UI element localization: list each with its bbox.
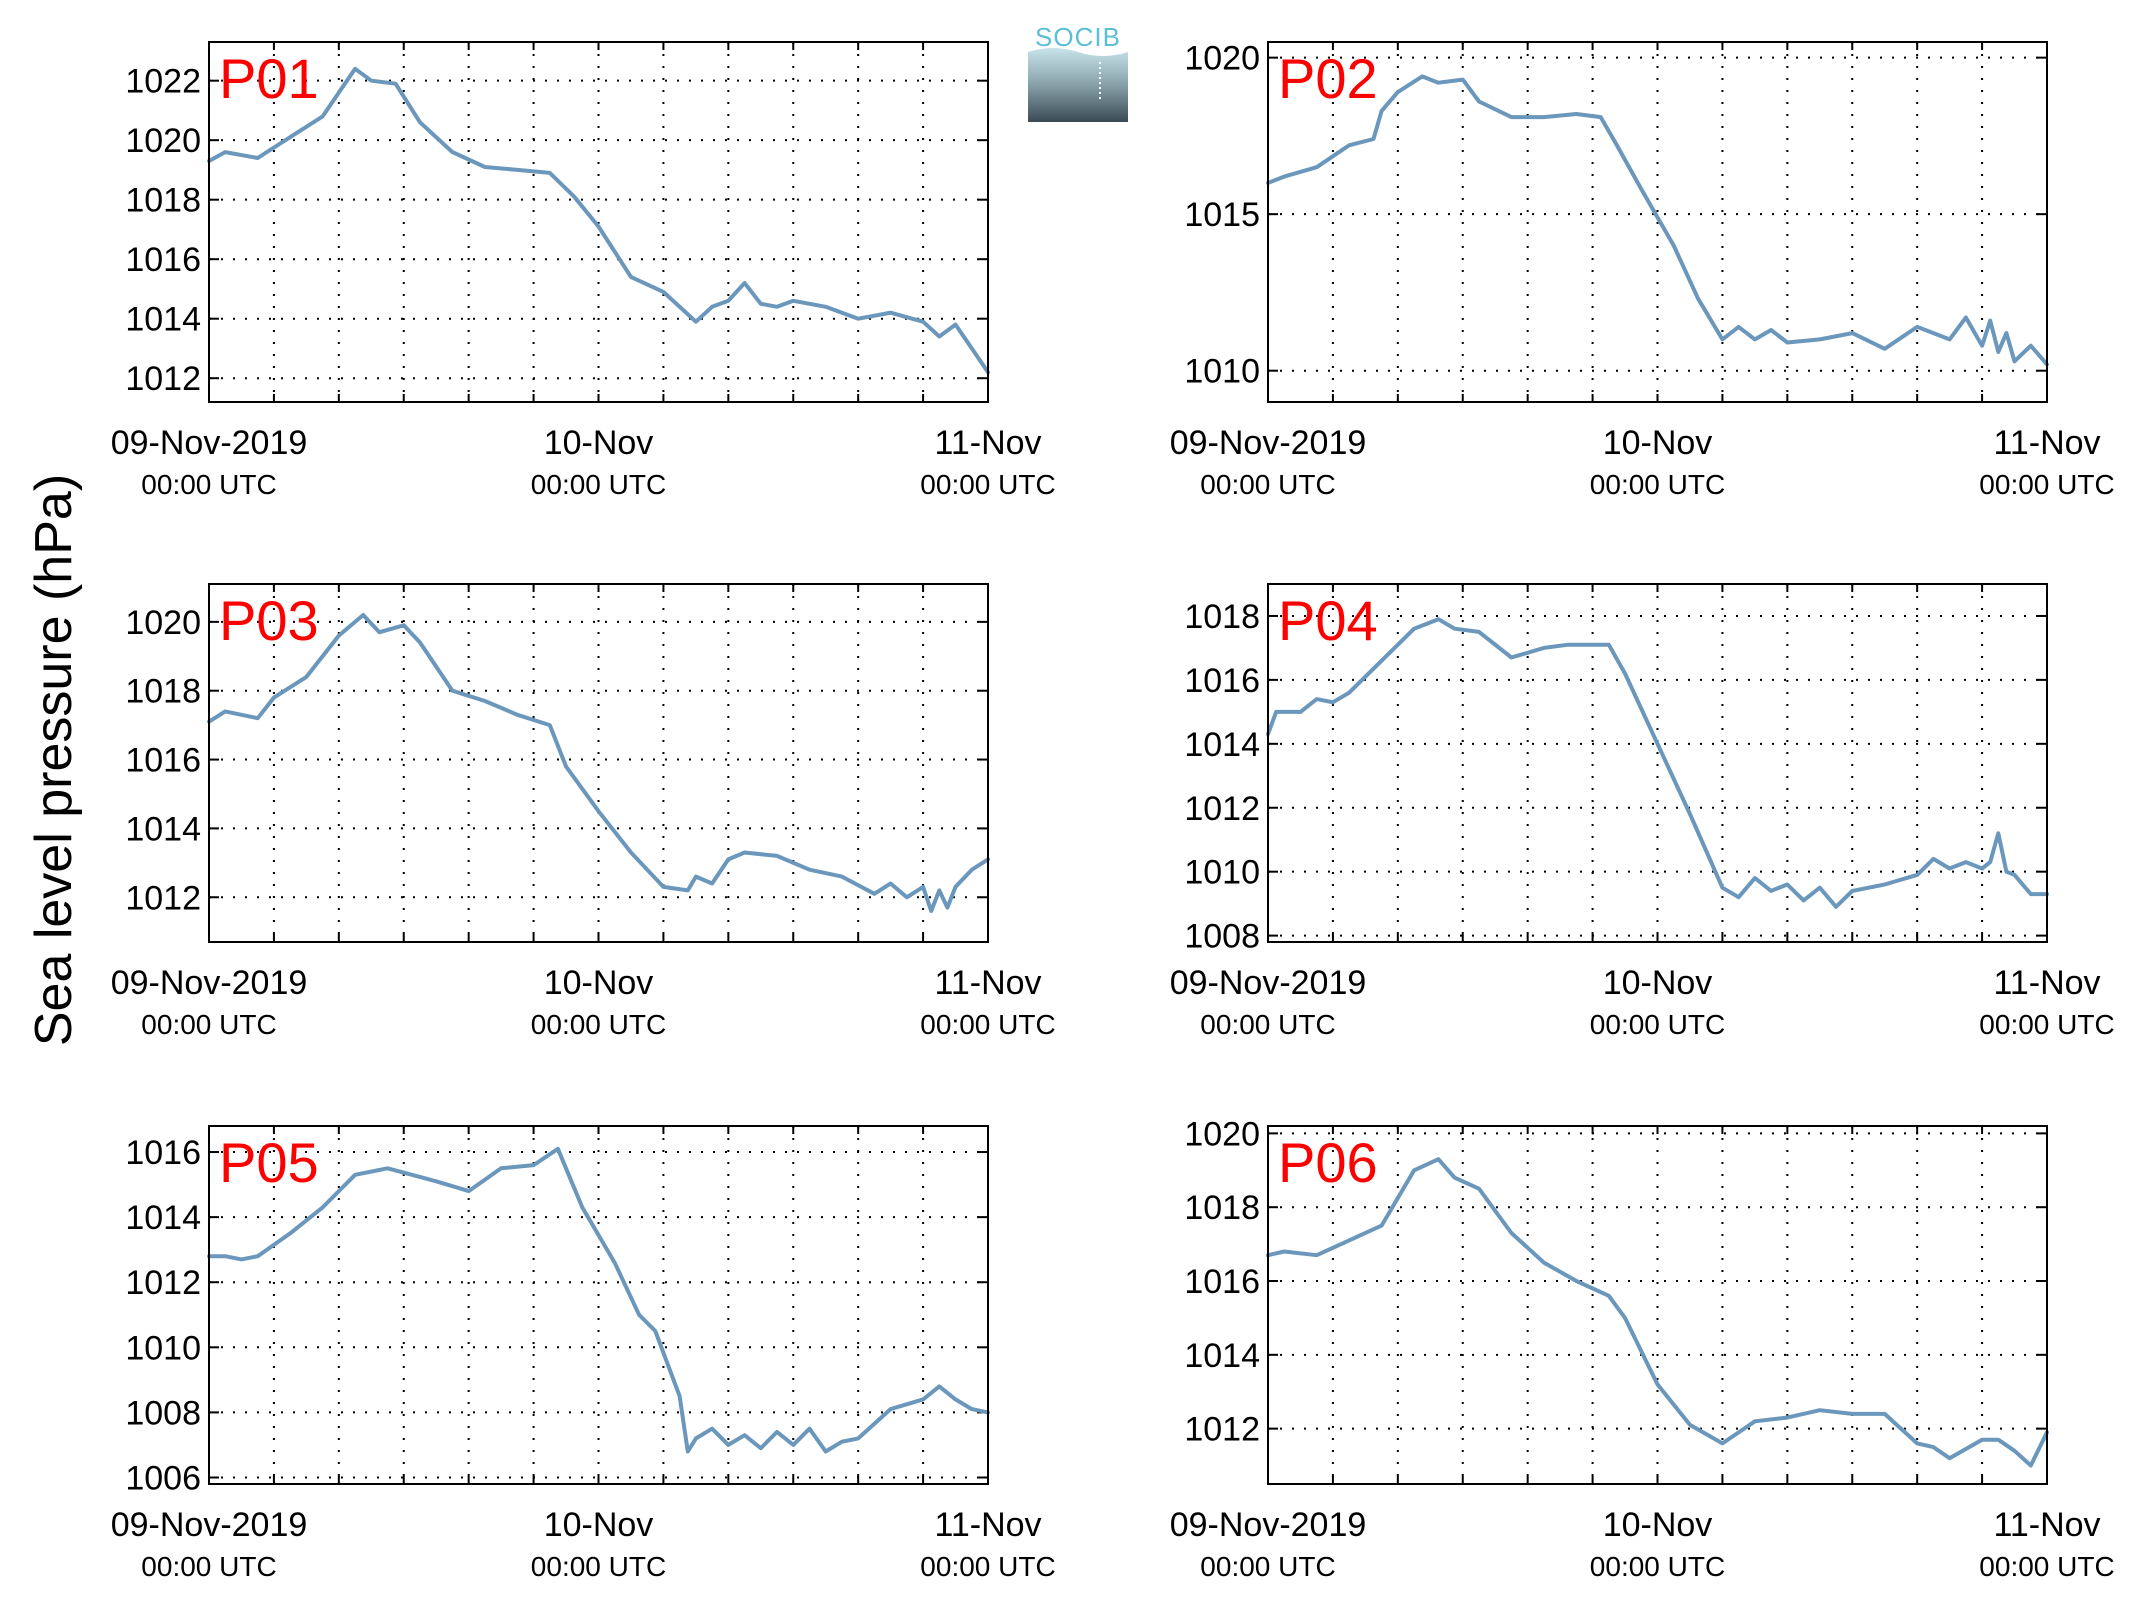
panel-label: P06 [1278, 1131, 1378, 1194]
x-tick-label-date: 10-Nov [1603, 964, 1713, 1002]
y-tick-label: 1016 [125, 241, 201, 279]
y-tick-label: 1020 [125, 122, 201, 160]
series-line [207, 613, 990, 913]
y-tick-label: 1012 [125, 360, 201, 398]
x-tick-label-time: 00:00 UTC [531, 1551, 666, 1582]
y-tick-label: 1022 [125, 63, 201, 101]
x-tick-label-date: 09-Nov-2019 [1170, 964, 1367, 1002]
y-tick-label: 1010 [1184, 353, 1260, 391]
y-tick-label: 1014 [1184, 726, 1260, 764]
x-tick-label-time: 00:00 UTC [141, 1551, 276, 1582]
y-tick-label: 1010 [125, 1329, 201, 1367]
x-tick-label-date: 11-Nov [934, 1506, 1041, 1544]
panel-label: P05 [219, 1131, 319, 1194]
x-tick-label-time: 00:00 UTC [1590, 1551, 1725, 1582]
y-tick-label: 1020 [1184, 40, 1260, 78]
socib-logo-graphic [1028, 48, 1128, 122]
x-tick-label-date: 11-Nov [934, 964, 1041, 1002]
y-tick-label: 1008 [125, 1394, 201, 1432]
y-tick-label: 1018 [1184, 598, 1260, 636]
x-tick-label-date: 11-Nov [1993, 424, 2100, 462]
y-tick-label: 1016 [125, 742, 201, 780]
series-line [207, 1146, 990, 1454]
y-tick-label: 1012 [1184, 1411, 1260, 1449]
x-tick-label-time: 00:00 UTC [920, 469, 1055, 500]
y-tick-label: 1014 [1184, 1337, 1260, 1375]
chart-panel-p03: 1012 1014 1016 1018 1020 09-Nov-2019 00:00 UTC… [111, 583, 1056, 1040]
chart-panel-p06: 1012 1014 1016 1018 1020 09-Nov-2019 00:00 UTC… [1170, 1115, 2115, 1582]
x-tick-label-date: 09-Nov-2019 [111, 964, 308, 1002]
axes-frame [208, 41, 989, 403]
y-tick-label: 1014 [125, 1199, 201, 1237]
socib-logo-text: SOCIB [1035, 22, 1121, 52]
x-tick-label-date: 10-Nov [544, 1506, 654, 1544]
x-tick-label-time: 00:00 UTC [920, 1009, 1055, 1040]
y-tick-label: 1016 [1184, 662, 1260, 700]
chart-panel-p01: 1012 1014 1016 1018 1020 1022 09-Nov-2019 00:00… [111, 41, 1056, 500]
x-tick-label-date: 10-Nov [1603, 1506, 1713, 1544]
x-tick-label-time: 00:00 UTC [1200, 1551, 1335, 1582]
panel-label: P01 [219, 47, 319, 110]
axes-frame [1267, 583, 2048, 943]
axes-frame [1267, 41, 2048, 403]
x-tick-label-time: 00:00 UTC [1979, 469, 2114, 500]
x-tick-label-date: 11-Nov [1993, 964, 2100, 1002]
x-tick-label-date: 10-Nov [1603, 424, 1713, 462]
socib-logo: SOCIB [1028, 22, 1128, 122]
y-tick-label: 1010 [1184, 854, 1260, 892]
x-tick-label-time: 00:00 UTC [1200, 469, 1335, 500]
panel-label: P03 [219, 589, 319, 652]
y-tick-label: 1016 [1184, 1263, 1260, 1301]
y-tick-label: 1018 [125, 182, 201, 220]
chart-panel-p04: 1008 1010 1012 1014 1016 1018 09-Nov-2019 00:00… [1170, 583, 2115, 1040]
x-tick-label-time: 00:00 UTC [1590, 469, 1725, 500]
x-tick-label-time: 00:00 UTC [1979, 1009, 2114, 1040]
y-tick-label: 1012 [125, 1264, 201, 1302]
y-tick-label: 1016 [125, 1134, 201, 1172]
x-tick-label-time: 00:00 UTC [531, 1009, 666, 1040]
y-tick-label: 1018 [1184, 1189, 1260, 1227]
panel-label: P04 [1278, 589, 1378, 652]
x-tick-label-date: 09-Nov-2019 [111, 424, 308, 462]
x-tick-label-time: 00:00 UTC [1200, 1009, 1335, 1040]
y-tick-label: 1012 [125, 879, 201, 917]
y-tick-label: 1020 [125, 604, 201, 642]
panel-label: P02 [1278, 47, 1378, 110]
x-tick-label-date: 09-Nov-2019 [1170, 1506, 1367, 1544]
y-tick-label: 1014 [125, 301, 201, 339]
axes-frame [208, 583, 989, 943]
y-tick-label: 1015 [1184, 196, 1260, 234]
x-tick-label-time: 00:00 UTC [141, 1009, 276, 1040]
series-line [1266, 617, 2049, 909]
series-line [1266, 74, 2049, 367]
x-tick-label-date: 09-Nov-2019 [1170, 424, 1367, 462]
x-tick-label-time: 00:00 UTC [920, 1551, 1055, 1582]
x-tick-label-date: 11-Nov [934, 424, 1041, 462]
x-tick-label-time: 00:00 UTC [141, 469, 276, 500]
x-tick-label-date: 10-Nov [544, 424, 654, 462]
x-tick-label-date: 11-Nov [1993, 1506, 2100, 1544]
y-tick-label: 1020 [1184, 1115, 1260, 1153]
chart-panel-p02: 1010 1015 1020 09-Nov-2019 00:00 UTC 10-Nov 00… [1170, 40, 2115, 500]
x-tick-label-date: 09-Nov-2019 [111, 1506, 308, 1544]
x-tick-label-time: 00:00 UTC [1590, 1009, 1725, 1040]
y-tick-label: 1012 [1184, 790, 1260, 828]
y-tick-label: 1008 [1184, 918, 1260, 956]
series-line [1266, 1157, 2049, 1468]
y-tick-label: 1014 [125, 810, 201, 848]
x-tick-label-time: 00:00 UTC [531, 469, 666, 500]
chart-panel-p05: 1006 1008 1010 1012 1014 1016 09-Nov-2019 00:00… [111, 1125, 1056, 1582]
y-tick-label: 1006 [125, 1459, 201, 1497]
axes-frame [1267, 1125, 2048, 1485]
x-tick-label-date: 10-Nov [544, 964, 654, 1002]
series-line [207, 66, 990, 375]
axes-frame [208, 1125, 989, 1485]
y-tick-label: 1018 [125, 673, 201, 711]
x-tick-label-time: 00:00 UTC [1979, 1551, 2114, 1582]
